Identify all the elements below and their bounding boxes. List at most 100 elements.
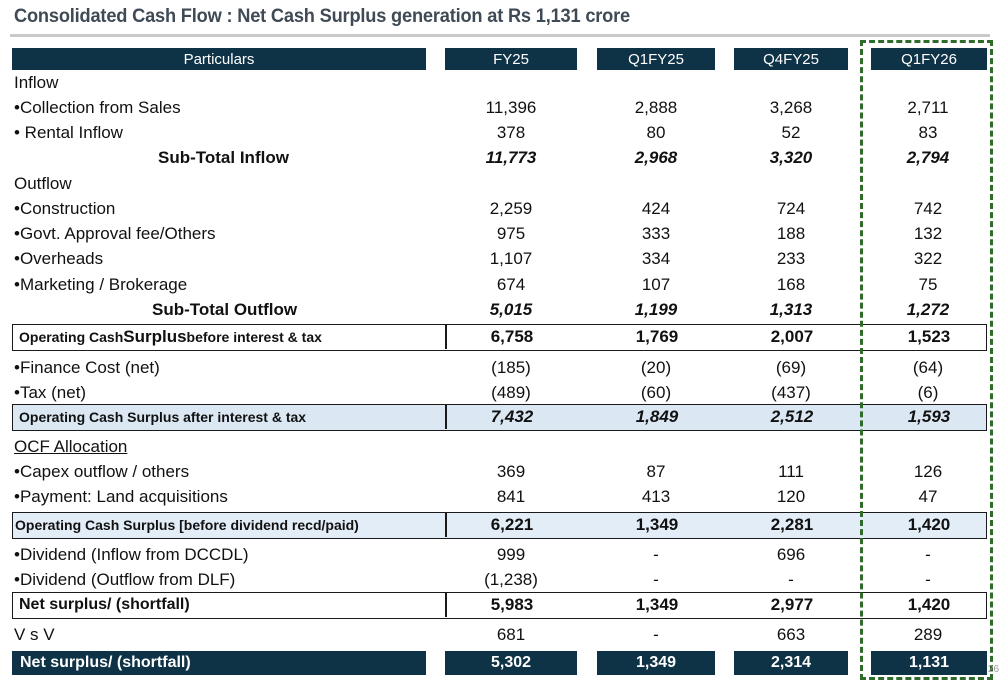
header-particulars: Particulars bbox=[12, 48, 426, 70]
cell-q1fy25: 107 bbox=[641, 274, 671, 294]
cell-q1fy26: 1,420 bbox=[907, 595, 951, 614]
cell-q4fy25: 188 bbox=[776, 223, 806, 243]
section-outflow: Outflow bbox=[0, 171, 1000, 196]
row-label: •Govt. Approval fee/Others bbox=[14, 223, 216, 243]
cell-q1fy25: 80 bbox=[646, 122, 666, 142]
final-net-surplus-label: Net surplus/ (shortfall) bbox=[12, 651, 426, 675]
table-row: •Finance Cost (net) (185) (20) (69) (64) bbox=[0, 355, 1000, 380]
header-fy25: FY25 bbox=[445, 48, 577, 70]
cell-fy25: 681 bbox=[496, 624, 526, 644]
row-label: V s V bbox=[14, 624, 55, 644]
cell-fy25: 11,773 bbox=[485, 147, 537, 167]
cell-q1fy26: - bbox=[925, 569, 931, 589]
cell-q1fy26: 742 bbox=[913, 198, 943, 218]
table-row: V s V 681 - 663 289 bbox=[0, 622, 1000, 647]
ocs-before-dividend-row: Operating Cash Surplus [before dividend … bbox=[12, 512, 987, 539]
cell-fy25: 369 bbox=[496, 461, 526, 481]
cell-q1fy26: 289 bbox=[913, 624, 943, 644]
table-row: •Capex outflow / others 369 87 111 126 bbox=[0, 459, 1000, 484]
cell-q4fy25: 696 bbox=[776, 544, 806, 564]
outflow-label: Outflow bbox=[14, 173, 72, 193]
cell-q4fy25: 168 bbox=[776, 274, 806, 294]
cell-q4fy25: 3,268 bbox=[769, 97, 813, 117]
label-part: Operating Cash bbox=[19, 329, 124, 345]
cell-fy25: 7,432 bbox=[490, 407, 534, 426]
cell-divider bbox=[445, 325, 447, 349]
table-row: •Dividend (Inflow from DCCDL) 999 - 696 … bbox=[0, 542, 1000, 567]
cell-fy25: 999 bbox=[496, 544, 526, 564]
cell-q1fy25: 2,888 bbox=[634, 97, 678, 117]
cell-q1fy25: - bbox=[653, 544, 659, 564]
cell-q4fy25: 663 bbox=[776, 624, 806, 644]
cell-q1fy25: 424 bbox=[641, 198, 671, 218]
final-cell-fy25: 5,302 bbox=[445, 651, 577, 675]
cell-fy25: 6,221 bbox=[490, 515, 534, 534]
cell-q1fy26: 126 bbox=[913, 461, 943, 481]
cell-fy25: 5,983 bbox=[490, 595, 534, 614]
table-row: •Govt. Approval fee/Others 975 333 188 1… bbox=[0, 221, 1000, 246]
final-cell-q4fy25: 2,314 bbox=[734, 651, 848, 675]
header-q1fy26: Q1FY26 bbox=[871, 48, 987, 70]
cell-q1fy26: 1,523 bbox=[907, 327, 951, 346]
cell-q1fy26: (64) bbox=[912, 357, 944, 377]
row-label: Net surplus/ (shortfall) bbox=[19, 596, 190, 613]
ocs-before-interest-row: Operating Cash Surplus before interest &… bbox=[12, 324, 987, 351]
cell-fy25: 1,107 bbox=[489, 248, 533, 268]
label-part: Surplus bbox=[123, 327, 187, 346]
subtotal-inflow-row: Sub-Total Inflow 11,773 2,968 3,320 2,79… bbox=[0, 145, 1000, 170]
cell-q4fy25: 2,281 bbox=[770, 515, 814, 534]
cell-fy25: 11,396 bbox=[485, 97, 537, 117]
cell-q1fy25: 1,349 bbox=[635, 595, 679, 614]
table-row: •Construction 2,259 424 724 742 bbox=[0, 196, 1000, 221]
net-surplus-row: Net surplus/ (shortfall) 5,983 1,349 2,9… bbox=[12, 592, 987, 619]
cell-q4fy25: (437) bbox=[771, 382, 811, 402]
table-row: •Collection from Sales 11,396 2,888 3,26… bbox=[0, 95, 1000, 120]
cell-q1fy25: 334 bbox=[641, 248, 671, 268]
cell-q1fy25: 333 bbox=[641, 223, 671, 243]
cell-fy25: 5,015 bbox=[489, 299, 533, 319]
final-cell-q1fy25: 1,349 bbox=[597, 651, 715, 675]
cell-q1fy26: 83 bbox=[918, 122, 938, 142]
cell-q1fy26: 1,593 bbox=[907, 407, 951, 426]
final-cell-q1fy26: 1,131 bbox=[871, 651, 987, 675]
row-label: Operating Cash Surplus before interest &… bbox=[19, 325, 322, 349]
cell-fy25: 378 bbox=[496, 122, 526, 142]
cell-q4fy25: - bbox=[788, 569, 794, 589]
row-label: •Finance Cost (net) bbox=[14, 357, 160, 377]
cell-q4fy25: 111 bbox=[778, 461, 804, 481]
cell-q1fy25: 1,199 bbox=[634, 299, 678, 319]
cell-q1fy26: 2,711 bbox=[907, 97, 949, 117]
table-row: •Payment: Land acquisitions 841 413 120 … bbox=[0, 484, 1000, 509]
q1fy26-highlight-box bbox=[860, 40, 993, 680]
row-label: •Dividend (Inflow from DCCDL) bbox=[14, 544, 249, 564]
cell-q1fy25: 2,968 bbox=[634, 147, 678, 167]
cell-q1fy25: 413 bbox=[641, 486, 671, 506]
cell-q1fy26: 47 bbox=[918, 486, 938, 506]
cell-q1fy25: - bbox=[653, 569, 659, 589]
cell-q4fy25: 3,320 bbox=[769, 147, 813, 167]
cell-q1fy25: 1,769 bbox=[635, 327, 679, 346]
row-label: •Tax (net) bbox=[14, 382, 87, 402]
cell-fy25: (489) bbox=[491, 382, 531, 402]
cell-q1fy26: 132 bbox=[913, 223, 943, 243]
ocs-after-interest-row: Operating Cash Surplus after interest & … bbox=[12, 404, 987, 431]
row-label: • Rental Inflow bbox=[14, 122, 123, 142]
cell-q4fy25: 1,313 bbox=[769, 299, 813, 319]
cell-divider bbox=[445, 405, 447, 429]
cell-q4fy25: 2,512 bbox=[770, 407, 814, 426]
row-label: •Construction bbox=[14, 198, 116, 218]
cell-q4fy25: (69) bbox=[775, 357, 807, 377]
row-label: •Collection from Sales bbox=[14, 97, 181, 117]
header-q4fy25: Q4FY25 bbox=[734, 48, 848, 70]
title-divider bbox=[10, 34, 990, 37]
subtotal-outflow-row: Sub-Total Outflow 5,015 1,199 1,313 1,27… bbox=[0, 297, 1000, 322]
section-inflow: Inflow bbox=[0, 70, 1000, 95]
row-label: Sub-Total Outflow bbox=[152, 299, 298, 319]
cell-q1fy26: 1,272 bbox=[906, 299, 950, 319]
cell-q4fy25: 724 bbox=[776, 198, 806, 218]
cell-q4fy25: 2,007 bbox=[770, 327, 814, 346]
cell-q1fy25: 1,849 bbox=[635, 407, 679, 426]
cell-q1fy26: 75 bbox=[918, 274, 938, 294]
cell-fy25: 674 bbox=[496, 274, 526, 294]
row-label: Operating Cash Surplus [before dividend … bbox=[15, 517, 359, 533]
